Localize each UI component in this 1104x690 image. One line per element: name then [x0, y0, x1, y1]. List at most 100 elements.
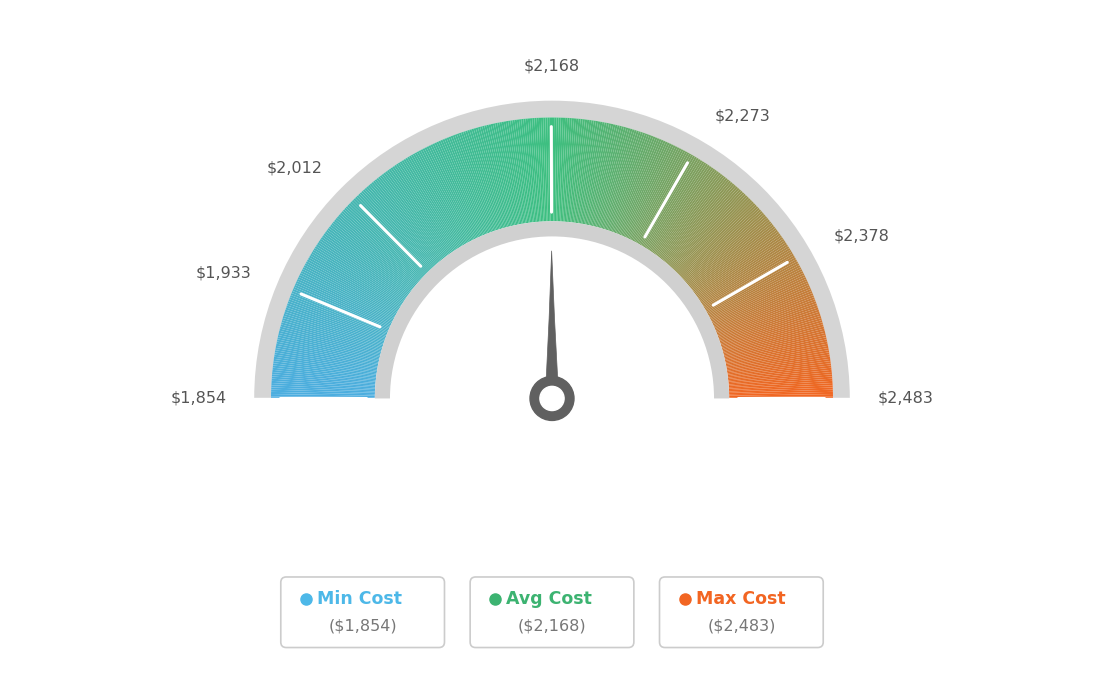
Wedge shape [407, 157, 461, 247]
Wedge shape [474, 128, 503, 228]
Wedge shape [617, 137, 658, 235]
Wedge shape [276, 346, 378, 366]
Wedge shape [645, 159, 701, 248]
Wedge shape [682, 208, 760, 279]
Wedge shape [604, 130, 637, 230]
Wedge shape [459, 132, 495, 231]
Wedge shape [652, 167, 713, 253]
Wedge shape [537, 118, 543, 221]
Wedge shape [376, 178, 443, 260]
Wedge shape [603, 129, 635, 229]
Wedge shape [363, 189, 434, 268]
Wedge shape [591, 124, 615, 226]
Wedge shape [526, 119, 537, 222]
Wedge shape [729, 372, 832, 383]
Wedge shape [657, 172, 721, 257]
Wedge shape [299, 273, 393, 321]
Circle shape [530, 377, 574, 420]
Wedge shape [725, 344, 828, 365]
Wedge shape [308, 257, 399, 310]
Wedge shape [722, 320, 822, 351]
Wedge shape [482, 126, 509, 227]
Wedge shape [495, 123, 518, 225]
Wedge shape [607, 131, 641, 230]
Wedge shape [729, 383, 832, 390]
Polygon shape [545, 250, 559, 398]
Wedge shape [692, 226, 775, 291]
Wedge shape [729, 392, 832, 395]
Wedge shape [714, 285, 810, 328]
Text: Avg Cost: Avg Cost [507, 589, 592, 607]
Wedge shape [575, 120, 592, 223]
Wedge shape [728, 359, 830, 375]
Wedge shape [561, 118, 567, 221]
Wedge shape [539, 118, 545, 221]
Text: Max Cost: Max Cost [696, 589, 785, 607]
Wedge shape [312, 250, 402, 306]
Wedge shape [715, 289, 811, 331]
Wedge shape [469, 129, 501, 229]
Wedge shape [716, 293, 814, 333]
Wedge shape [643, 157, 697, 247]
Wedge shape [391, 167, 452, 253]
Wedge shape [631, 147, 680, 241]
Wedge shape [712, 279, 807, 324]
Wedge shape [679, 203, 755, 276]
Wedge shape [433, 144, 478, 238]
Wedge shape [349, 203, 425, 276]
Wedge shape [380, 175, 445, 259]
Wedge shape [691, 224, 774, 290]
Wedge shape [322, 235, 407, 297]
Wedge shape [718, 297, 815, 336]
Wedge shape [314, 248, 403, 305]
Wedge shape [424, 147, 473, 241]
Wedge shape [288, 302, 385, 338]
Wedge shape [497, 122, 519, 225]
Wedge shape [272, 392, 375, 395]
Wedge shape [270, 394, 375, 397]
Wedge shape [282, 320, 382, 351]
Wedge shape [390, 237, 714, 398]
Wedge shape [595, 126, 622, 227]
Wedge shape [707, 261, 798, 313]
Wedge shape [564, 118, 574, 222]
Wedge shape [688, 217, 768, 286]
Wedge shape [729, 381, 832, 388]
Wedge shape [445, 138, 486, 235]
Wedge shape [723, 328, 825, 356]
Wedge shape [327, 228, 411, 292]
Wedge shape [726, 353, 829, 371]
Wedge shape [383, 172, 447, 257]
Wedge shape [487, 125, 512, 226]
Wedge shape [699, 241, 786, 300]
Wedge shape [616, 137, 656, 234]
Wedge shape [329, 226, 412, 291]
Wedge shape [555, 117, 559, 221]
Wedge shape [305, 263, 396, 315]
Wedge shape [665, 182, 733, 263]
Wedge shape [729, 374, 832, 384]
Wedge shape [728, 363, 831, 377]
Wedge shape [689, 219, 769, 286]
Wedge shape [722, 322, 824, 352]
Wedge shape [286, 306, 385, 341]
Wedge shape [668, 186, 737, 266]
Wedge shape [596, 126, 624, 227]
Wedge shape [276, 344, 379, 365]
Wedge shape [344, 208, 422, 279]
Wedge shape [729, 394, 834, 397]
Wedge shape [272, 374, 375, 384]
Wedge shape [572, 119, 585, 223]
Wedge shape [661, 178, 728, 260]
Wedge shape [605, 130, 639, 230]
Wedge shape [638, 153, 691, 244]
Wedge shape [485, 125, 511, 226]
Wedge shape [375, 221, 729, 398]
Wedge shape [704, 255, 795, 310]
Wedge shape [408, 155, 463, 246]
Wedge shape [532, 118, 541, 221]
Wedge shape [676, 197, 750, 273]
Wedge shape [670, 189, 741, 268]
Wedge shape [294, 285, 390, 328]
Wedge shape [724, 335, 826, 359]
